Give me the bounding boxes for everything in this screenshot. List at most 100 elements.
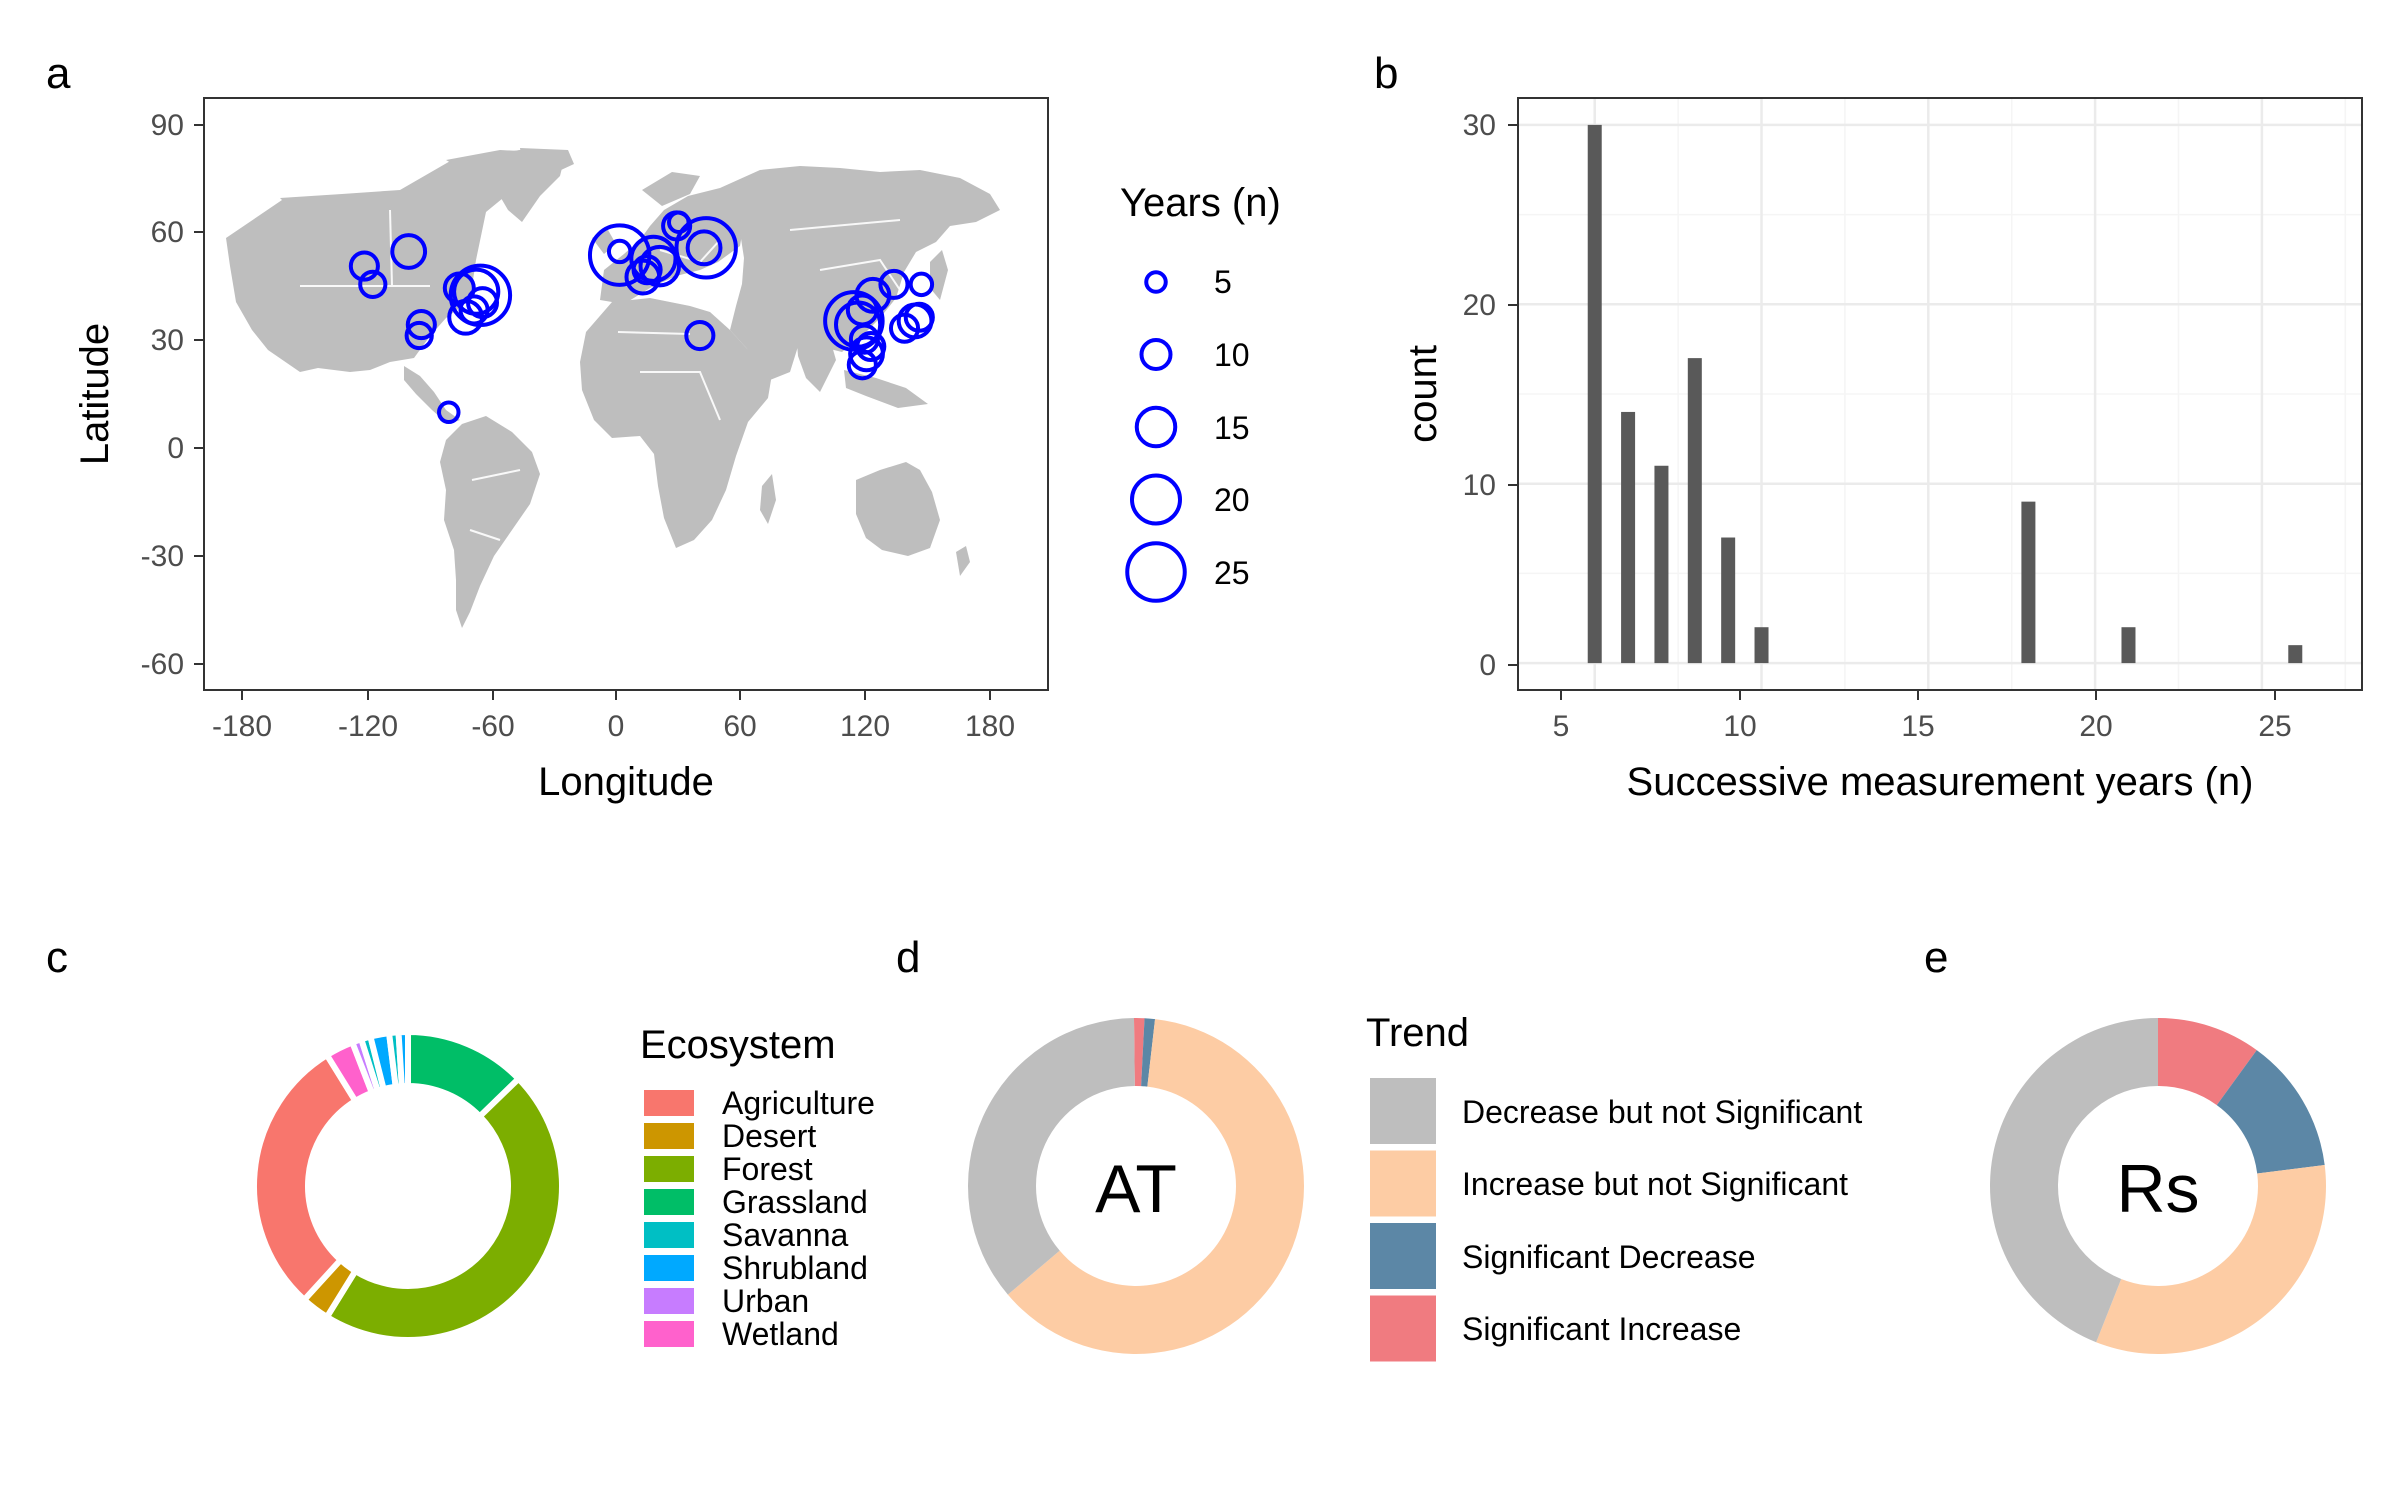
ecosystem-legend-swatch [644,1288,694,1314]
site-point [684,319,716,352]
donut-slice [1990,1018,2158,1343]
rs-center-label: Rs [2116,1151,2199,1227]
rs-donut-panel: Rs [1990,1018,2326,1354]
y-tick-label: 30 [151,324,184,357]
site-point [855,330,887,363]
y-tick-label: 60 [151,216,184,249]
trend-legend-label: Decrease but not Significant [1462,1094,1862,1130]
map-y-ticks: 90 60 30 0 -30 -60 [141,109,204,681]
ecosystem-legend-swatch [644,1255,694,1281]
ecosystem-legend-swatch [644,1156,694,1182]
trend-legend-swatch [1370,1150,1436,1217]
land-arabia [740,316,800,380]
donut-slice [251,1050,360,1305]
x-tick-label: 120 [840,710,890,743]
y-tick-label: 10 [1463,469,1496,502]
map-x-ticks: -180 -120 -60 0 60 120 180 [212,690,1015,743]
site-point [437,400,461,425]
histogram-bar [1721,537,1736,664]
site-point [348,250,380,282]
site-point [674,216,738,280]
site-point [908,271,935,298]
donut-slice [967,1018,1135,1295]
trend-legend-label: Significant Decrease [1462,1239,1755,1275]
ecosystem-legend-swatch [644,1189,694,1215]
size-legend-key [1134,405,1178,449]
histogram-y-ticks: 0 10 20 30 [1463,109,1518,682]
trend-legend: Trend Decrease but not Significant Incre… [1366,1011,1862,1362]
x-tick-label: 60 [723,710,756,743]
ecosystem-legend-swatch [644,1222,694,1248]
ecosystem-donut [251,1028,565,1343]
histogram-bar [2121,627,2136,664]
y-tick-label: 90 [151,109,184,142]
trend-legend-keys [1370,1078,1436,1362]
y-tick-label: 20 [1463,289,1496,322]
land-greenland [488,150,566,222]
x-tick-label: -60 [471,710,514,743]
x-tick-label: -120 [338,710,398,743]
land-south-america [440,416,540,628]
size-legend-keys [1125,270,1187,603]
ecosystem-legend-label: Grassland [722,1184,868,1220]
ecosystem-legend-label: Forest [722,1151,813,1187]
trend-legend-swatch [1370,1223,1436,1289]
x-tick-label: 15 [1901,710,1934,743]
size-legend-key [1125,541,1187,603]
x-tick-label: -180 [212,710,272,743]
panel-label-d: d [896,933,920,982]
x-tick-label: 180 [965,710,1015,743]
ecosystem-legend-swatch [644,1321,694,1347]
x-tick-label: 10 [1723,710,1756,743]
land-africa [580,298,772,548]
ecosystem-legend-label: Desert [722,1118,816,1154]
x-tick-label: 20 [2079,710,2112,743]
size-legend-label: 10 [1214,337,1250,373]
donut-slice [322,1074,565,1343]
site-point [846,349,878,381]
land-madagascar [760,474,776,524]
size-legend-label: 25 [1214,555,1250,591]
donut-slice [2096,1164,2326,1354]
histogram-bar [1687,358,1702,664]
site-point [638,244,682,288]
y-tick-label: 0 [167,432,184,465]
histogram-bar [1587,124,1602,664]
land-australia [856,462,940,556]
ecosystem-legend-keys [644,1090,694,1347]
trend-legend-swatch [1370,1078,1436,1144]
histogram-bar [1654,465,1669,664]
ecosystem-legend-swatch [644,1090,694,1116]
y-tick-label: 30 [1463,109,1496,142]
ecosystem-legend-label: Shrubland [722,1250,868,1286]
world-land-masses [226,148,1000,628]
histogram-bar [2021,501,2036,664]
ecosystem-legend-label: Urban [722,1283,809,1319]
ecosystem-legend-label: Savanna [722,1217,849,1253]
y-tick-label: 0 [1479,649,1496,682]
x-tick-label: 25 [2258,710,2291,743]
panel-label-b: b [1374,49,1398,98]
panel-label-a: a [46,49,71,98]
site-point [466,286,500,320]
histogram-bars [1587,124,2303,664]
site-point [903,301,935,333]
size-legend-key [1130,473,1182,526]
ecosystem-legend-label: Agriculture [722,1085,875,1121]
donut-slice [2158,1018,2257,1106]
ecosystem-legend-swatch [644,1123,694,1149]
trend-legend-label: Significant Increase [1462,1311,1741,1347]
map-x-axis-title: Longitude [538,760,714,804]
ecosystem-donut-panel: Ecosystem Agriculture Desert Forest Gras… [251,1023,875,1352]
size-legend-title: Years (n) [1120,181,1281,225]
at-center-label: AT [1095,1151,1177,1227]
size-legend-label: 15 [1214,410,1250,446]
site-point [448,263,513,328]
trend-legend-swatch [1370,1295,1436,1362]
map-panel: -180 -120 -60 0 60 120 180 90 60 30 0 -3… [73,97,1281,804]
trend-legend-label: Increase but not Significant [1462,1166,1848,1202]
donut-slice [1141,1018,1156,1087]
donut-slice [1133,1018,1145,1087]
at-trend-donut [967,1018,1304,1355]
